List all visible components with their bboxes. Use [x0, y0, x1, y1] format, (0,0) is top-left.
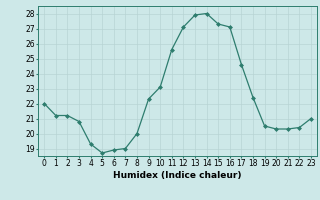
X-axis label: Humidex (Indice chaleur): Humidex (Indice chaleur) — [113, 171, 242, 180]
